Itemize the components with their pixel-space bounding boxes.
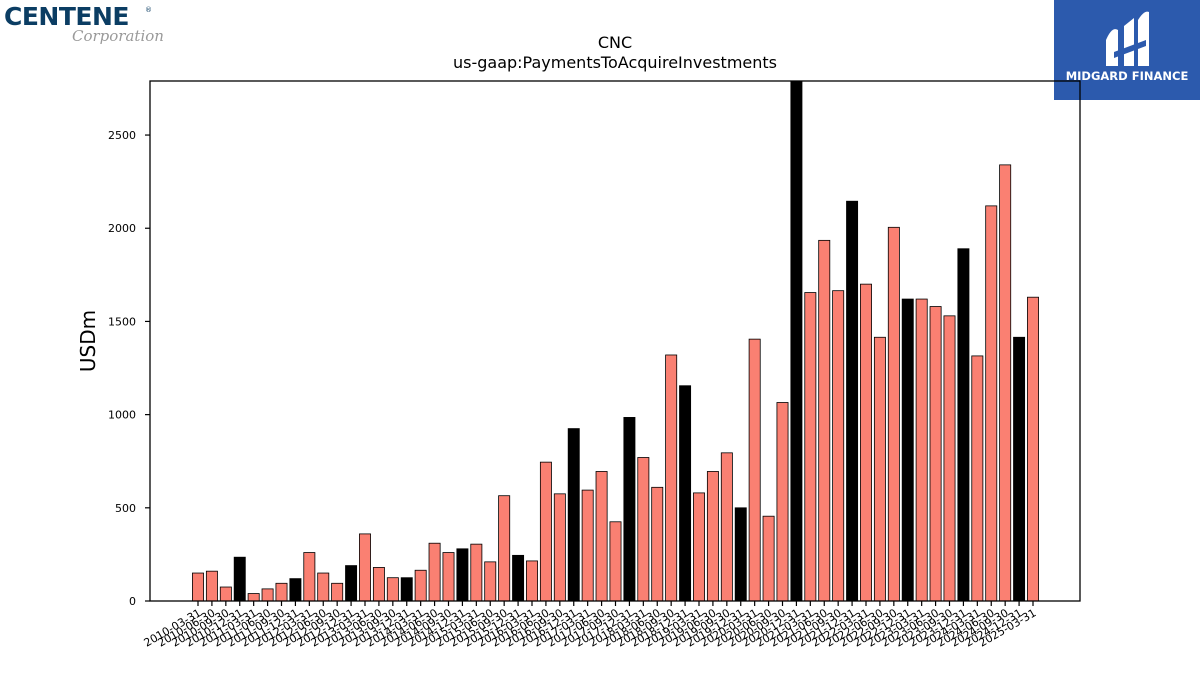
chart-subtitle: us-gaap:PaymentsToAcquireInvestments <box>453 53 777 72</box>
bar <box>428 542 441 602</box>
bar <box>205 570 218 602</box>
bar <box>470 543 483 602</box>
bar <box>832 290 845 602</box>
bar <box>887 226 900 602</box>
bar <box>818 239 831 602</box>
bar <box>901 298 914 602</box>
bar <box>971 355 984 602</box>
bar <box>247 593 260 602</box>
bar <box>693 492 705 602</box>
y-axis: 0 500 1000 1500 2000 2500 <box>108 129 150 608</box>
bar <box>748 338 761 602</box>
bar <box>873 336 886 602</box>
bar <box>762 515 775 602</box>
bar <box>1027 296 1039 602</box>
bar <box>846 200 859 602</box>
y-tick-label: 1000 <box>108 409 136 422</box>
y-tick-label: 0 <box>129 595 136 608</box>
x-axis: 2010-03-312010-06-302010-09-302010-12-31… <box>142 601 1039 650</box>
bar <box>233 556 246 602</box>
bar <box>609 521 622 602</box>
bar <box>581 489 594 602</box>
bar <box>414 569 427 602</box>
bar <box>651 486 664 602</box>
bar <box>484 561 497 602</box>
bar <box>539 461 552 602</box>
bar <box>553 493 566 602</box>
bar <box>386 577 399 602</box>
bar <box>623 417 636 602</box>
bar <box>442 552 455 602</box>
bar <box>679 385 692 602</box>
y-tick-label: 500 <box>115 502 136 515</box>
bar <box>317 572 330 602</box>
bar <box>359 533 371 602</box>
bar <box>372 567 385 602</box>
bar <box>929 306 942 602</box>
bar <box>456 548 469 602</box>
bar <box>219 586 232 602</box>
bar <box>720 452 733 602</box>
bar <box>706 471 719 602</box>
bar <box>734 507 747 602</box>
bar <box>860 283 872 602</box>
midgard-finance-badge: MIDGARD FINANCE <box>1054 0 1200 100</box>
bar <box>776 402 789 602</box>
y-tick-label: 1500 <box>108 315 136 328</box>
logo-corporation: Corporation <box>72 27 164 45</box>
bar <box>567 428 580 602</box>
bar <box>665 354 678 602</box>
logo-name: CENTENE <box>4 2 129 31</box>
bar <box>192 572 204 602</box>
y-axis-label: USDm <box>76 310 100 372</box>
bar <box>275 582 288 602</box>
bar <box>526 560 538 602</box>
bar <box>943 315 956 602</box>
bar <box>400 577 413 602</box>
bar <box>289 578 302 602</box>
bar <box>985 205 998 602</box>
bar <box>804 292 817 602</box>
bar <box>915 298 928 602</box>
plot-frame <box>149 80 1081 602</box>
bar <box>331 582 344 602</box>
bar <box>498 495 511 602</box>
bar <box>345 565 358 602</box>
chart-title: CNC <box>598 33 632 52</box>
bar <box>957 248 970 602</box>
brand-text: MIDGARD FINANCE <box>1065 69 1189 83</box>
centene-logo: CENTENE ® Corporation <box>4 2 204 50</box>
bar <box>637 457 650 602</box>
bar <box>595 471 608 602</box>
midgard-logo-icon <box>1106 11 1149 66</box>
y-tick-label: 2000 <box>108 222 136 235</box>
bar <box>790 80 803 602</box>
bar <box>261 588 274 602</box>
logo-registered-mark: ® <box>145 6 152 14</box>
y-tick-label: 2500 <box>108 129 136 142</box>
bar <box>1013 336 1026 602</box>
bar-series <box>192 80 1039 602</box>
bar <box>999 164 1012 602</box>
bar <box>303 552 316 602</box>
bar <box>512 554 525 602</box>
